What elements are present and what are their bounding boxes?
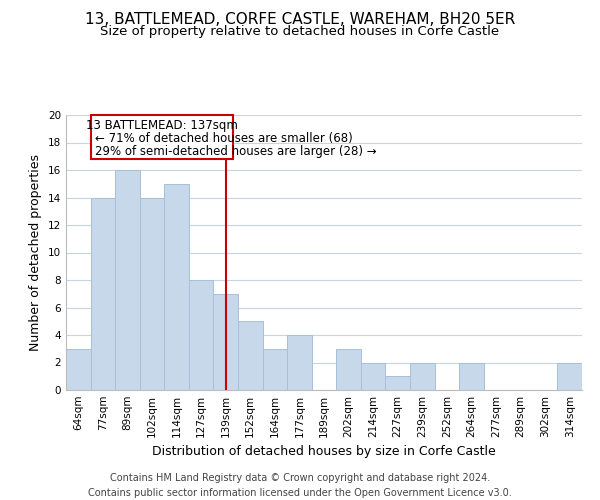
Text: Size of property relative to detached houses in Corfe Castle: Size of property relative to detached ho… — [100, 25, 500, 38]
Bar — [361, 362, 385, 390]
Bar — [66, 349, 91, 390]
Bar — [410, 362, 434, 390]
Bar — [238, 322, 263, 390]
Bar — [91, 198, 115, 390]
Bar — [263, 349, 287, 390]
Y-axis label: Number of detached properties: Number of detached properties — [29, 154, 43, 351]
Bar — [459, 362, 484, 390]
Text: Contains HM Land Registry data © Crown copyright and database right 2024.
Contai: Contains HM Land Registry data © Crown c… — [88, 472, 512, 498]
Bar — [140, 198, 164, 390]
Bar — [287, 335, 312, 390]
Text: 13, BATTLEMEAD, CORFE CASTLE, WAREHAM, BH20 5ER: 13, BATTLEMEAD, CORFE CASTLE, WAREHAM, B… — [85, 12, 515, 28]
Bar — [214, 294, 238, 390]
Bar — [557, 362, 582, 390]
Bar — [164, 184, 189, 390]
Bar — [189, 280, 214, 390]
Bar — [385, 376, 410, 390]
Bar — [115, 170, 140, 390]
Text: 29% of semi-detached houses are larger (28) →: 29% of semi-detached houses are larger (… — [95, 145, 377, 158]
FancyBboxPatch shape — [91, 115, 233, 159]
Bar — [336, 349, 361, 390]
Text: ← 71% of detached houses are smaller (68): ← 71% of detached houses are smaller (68… — [95, 132, 353, 145]
X-axis label: Distribution of detached houses by size in Corfe Castle: Distribution of detached houses by size … — [152, 446, 496, 458]
Text: 13 BATTLEMEAD: 137sqm: 13 BATTLEMEAD: 137sqm — [86, 119, 238, 132]
